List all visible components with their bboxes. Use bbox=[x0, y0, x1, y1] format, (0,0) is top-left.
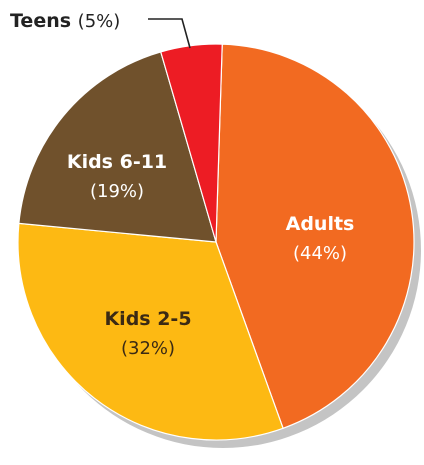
pie-slices bbox=[17, 43, 415, 441]
slice-label-teens: Teens (5%) bbox=[10, 10, 120, 32]
slice-percent-adults: (44%) bbox=[293, 243, 347, 264]
slice-labels: Adults (44%) Kids 2-5 (32%) Kids 6-11 (19%) Te… bbox=[10, 10, 354, 359]
slice-label-kids-2-5: Kids 2-5 bbox=[104, 308, 191, 330]
slice-label-name-teens: Teens bbox=[10, 10, 78, 32]
teens-leader-line bbox=[148, 18, 191, 49]
pie-slice-kids-2-5 bbox=[17, 222, 284, 441]
slice-label-adults: Adults bbox=[286, 213, 355, 235]
pie-slice-kids-6-11 bbox=[18, 51, 217, 243]
slice-percent-teens: (5%) bbox=[78, 11, 121, 32]
slice-percent-kids-2-5: (32%) bbox=[121, 338, 175, 359]
pie-slice-adults bbox=[215, 43, 415, 430]
pie-slice-teens bbox=[160, 43, 223, 243]
slice-label-kids-6-11: Kids 6-11 bbox=[67, 151, 167, 173]
slice-percent-kids-6-11: (19%) bbox=[90, 181, 144, 202]
